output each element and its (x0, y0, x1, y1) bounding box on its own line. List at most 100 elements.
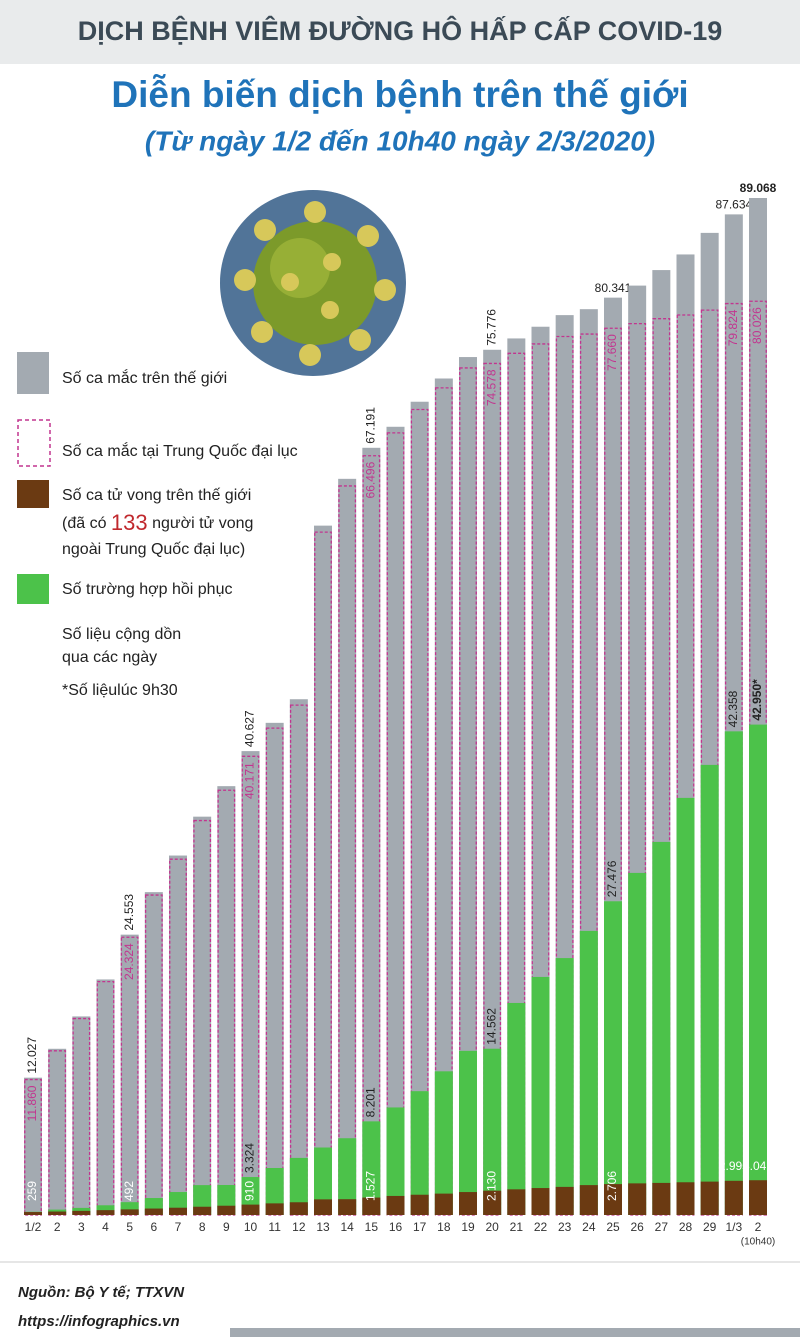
bar-recovered (507, 1002, 526, 1215)
footer-band (230, 1328, 800, 1337)
bar-deaths (169, 1207, 187, 1215)
legend-china: Số ca mắc tại Trung Quốc đại lục (62, 441, 298, 460)
bar-recovered (531, 976, 550, 1215)
bar-world (483, 349, 502, 1216)
value-label-world: 24.553 (122, 894, 136, 931)
value-label-china: 11.860 (25, 1085, 39, 1121)
value-label-deaths: 2.706 (605, 1171, 619, 1201)
bar-recovered (434, 1071, 453, 1215)
bar-world (507, 338, 526, 1215)
value-label-recovered: 14.562 (484, 1008, 498, 1045)
bar-world (193, 816, 212, 1215)
bar-deaths (241, 1204, 260, 1215)
bar-world (24, 1077, 42, 1215)
x-tick-label: 26 (630, 1220, 644, 1234)
bar-china (555, 335, 574, 1216)
bar-recovered (410, 1091, 429, 1215)
bar-deaths (507, 1189, 526, 1215)
bar-world (410, 401, 429, 1216)
bar-recovered (386, 1107, 405, 1215)
bar-recovered (459, 1050, 477, 1215)
bar-deaths (628, 1183, 647, 1215)
bar-world (386, 426, 405, 1216)
bar-deaths (749, 1180, 767, 1215)
value-label-deaths: 910 (243, 1181, 257, 1201)
legend-swatch-recovered (17, 574, 49, 604)
bar-china (289, 704, 308, 1216)
x-tick-label: 12 (292, 1220, 306, 1234)
bar-deaths (338, 1199, 357, 1215)
bar-deaths (555, 1186, 574, 1215)
x-tick-label: 5 (126, 1220, 133, 1234)
value-label-world: 89.068 (740, 181, 777, 195)
bar-deaths (386, 1195, 405, 1215)
bar-recovered (289, 1157, 308, 1215)
bar-china (241, 755, 260, 1216)
legend-world: Số ca mắc trên thế giới (62, 368, 227, 387)
bar-deaths (434, 1193, 453, 1215)
x-tick-label: 6 (150, 1220, 157, 1234)
bar-deaths (652, 1182, 671, 1215)
x-tick-label: 22 (534, 1220, 548, 1234)
bar-deaths (48, 1211, 67, 1215)
bar-world (338, 478, 357, 1215)
note: Số liệu cộng dồn (62, 626, 181, 643)
bar-deaths (265, 1203, 284, 1215)
x-tick-label: 27 (655, 1220, 669, 1234)
value-label-china: 80.026 (750, 307, 764, 344)
bar-world (289, 699, 308, 1215)
bar-world (314, 525, 332, 1215)
value-label-world: 75.776 (484, 309, 498, 346)
x-tick-label: 16 (389, 1220, 403, 1234)
x-tick-label: 19 (461, 1220, 475, 1234)
legend-recovered: Số trường hợp hồi phục (62, 581, 232, 598)
x-tick-label: 25 (606, 1220, 620, 1234)
value-label-deaths: 2.130 (484, 1171, 498, 1201)
value-label-recovered: 42.950* (750, 679, 764, 721)
legend-deaths-note: (đã có 133 người tử vong (62, 510, 253, 535)
bar-recovered (604, 901, 622, 1215)
x-tick-label: 11 (268, 1220, 281, 1234)
bar-deaths (724, 1180, 743, 1215)
bar-deaths (193, 1206, 212, 1215)
x-tick-label: 1/3 (725, 1220, 742, 1234)
value-label-world: 80.341 (595, 281, 632, 295)
category-note: (10h40) (741, 1237, 775, 1248)
bar-world (120, 934, 139, 1215)
value-label-world: 12.027 (25, 1037, 39, 1074)
bar-deaths (120, 1209, 139, 1215)
bar-deaths (700, 1181, 719, 1215)
x-tick-label: 3 (78, 1220, 85, 1234)
bar-world (48, 1048, 67, 1215)
bar-deaths (676, 1182, 695, 1215)
bar-deaths (96, 1210, 115, 1215)
value-label-deaths: 2.995 (719, 1159, 749, 1173)
header-band (0, 0, 800, 64)
bar-deaths (410, 1194, 429, 1215)
bar-deaths (144, 1208, 163, 1215)
bar-recovered (555, 958, 574, 1215)
bar-world (96, 979, 115, 1215)
bar-world (434, 378, 453, 1215)
x-tick-label: 24 (582, 1220, 596, 1234)
bar-world (72, 1016, 91, 1215)
bar-china (700, 309, 719, 1216)
value-label-recovered: 42.358 (726, 690, 740, 727)
x-tick-label: 23 (558, 1220, 572, 1234)
value-label-china: 24.324 (122, 943, 136, 980)
value-label-deaths: 259 (25, 1181, 39, 1201)
value-label-china: 79.824 (726, 309, 740, 346)
bar-china (338, 485, 357, 1216)
bar-recovered (749, 724, 767, 1215)
bar-china (144, 894, 163, 1216)
bar-recovered (362, 1121, 381, 1215)
x-tick-label: 9 (223, 1220, 230, 1234)
value-label-china: 66.496 (364, 461, 378, 498)
x-tick-label: 2 (755, 1220, 762, 1234)
bar-world (265, 722, 284, 1215)
x-tick-label: 18 (437, 1220, 451, 1234)
value-label-world: 67.191 (364, 407, 378, 444)
x-tick-label: 15 (365, 1220, 379, 1234)
